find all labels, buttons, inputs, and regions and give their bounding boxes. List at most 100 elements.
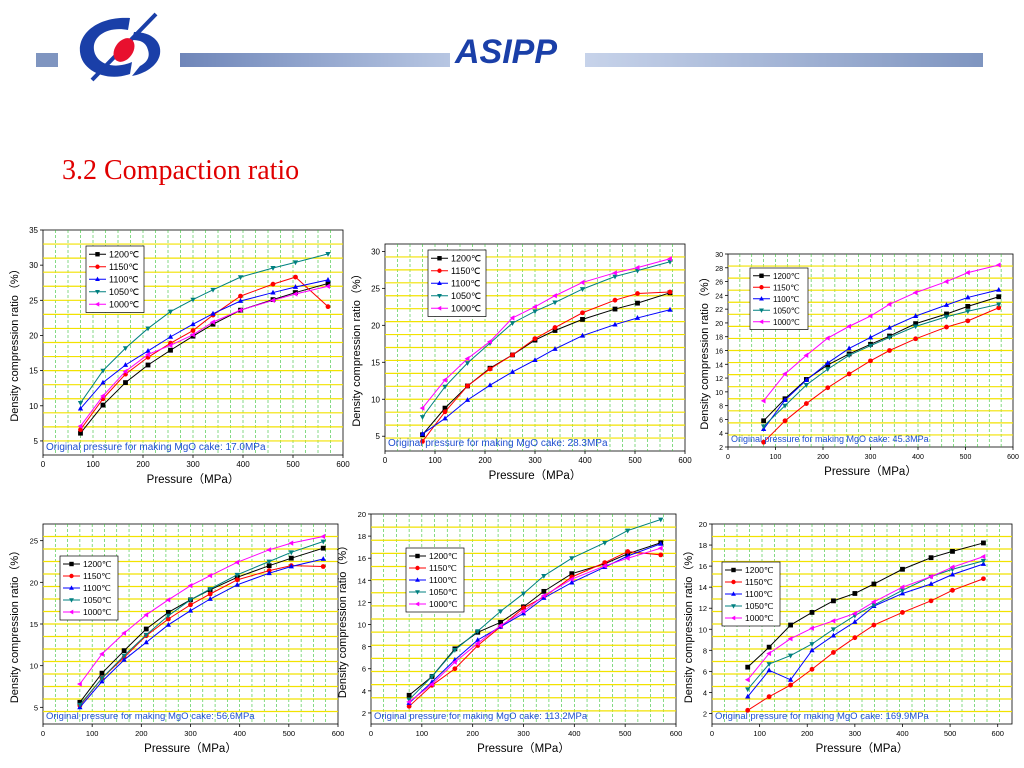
data-point bbox=[270, 297, 275, 303]
y-tick-label: 25 bbox=[29, 296, 38, 305]
series-4 bbox=[406, 517, 664, 703]
data-point bbox=[320, 545, 326, 551]
data-point bbox=[464, 397, 471, 402]
data-point bbox=[830, 627, 837, 633]
legend-marker bbox=[68, 609, 74, 615]
legend-marker bbox=[759, 285, 764, 290]
x-tick-label: 0 bbox=[383, 456, 388, 465]
data-point bbox=[612, 306, 618, 312]
legend: 1200℃ 1150℃ 1100℃ 1050℃ 1000℃ bbox=[59, 555, 119, 621]
y-tick-label: 4 bbox=[362, 687, 366, 696]
data-point bbox=[100, 393, 105, 399]
data-point bbox=[943, 302, 950, 307]
data-point bbox=[949, 571, 956, 577]
legend-label: 1150℃ bbox=[451, 266, 480, 276]
legend-marker bbox=[437, 256, 442, 261]
y-tick-label: 2 bbox=[362, 709, 366, 718]
data-point bbox=[121, 656, 127, 662]
data-point bbox=[121, 630, 127, 636]
annotation: Original pressure for making MgO cake: 1… bbox=[46, 442, 266, 453]
x-tick-label: 200 bbox=[478, 456, 492, 465]
data-point bbox=[831, 598, 836, 604]
data-point bbox=[100, 368, 106, 374]
data-point bbox=[886, 324, 893, 330]
data-point bbox=[851, 610, 857, 617]
data-point bbox=[165, 616, 171, 622]
series-4 bbox=[419, 259, 673, 420]
data-point bbox=[981, 576, 986, 582]
data-point bbox=[210, 319, 215, 325]
data-point bbox=[965, 318, 971, 324]
data-point bbox=[464, 355, 470, 362]
data-point bbox=[830, 632, 837, 638]
legend-label: 1200℃ bbox=[109, 249, 139, 259]
y-tick-label: 18 bbox=[358, 532, 366, 541]
data-point bbox=[541, 573, 547, 579]
data-point bbox=[761, 418, 767, 424]
data-point bbox=[475, 629, 481, 635]
data-point bbox=[624, 555, 630, 561]
annotation: Original pressure for making MgO cake: 1… bbox=[374, 711, 588, 722]
data-point bbox=[788, 622, 793, 628]
data-point bbox=[871, 603, 877, 608]
data-point bbox=[944, 311, 949, 317]
data-point bbox=[745, 687, 751, 693]
legend-label: 1200℃ bbox=[451, 253, 481, 263]
legend-marker bbox=[95, 289, 100, 295]
data-point bbox=[143, 632, 149, 638]
data-point bbox=[900, 566, 905, 572]
data-point bbox=[612, 270, 617, 276]
legend-marker bbox=[95, 276, 100, 282]
x-tick-label: 600 bbox=[670, 729, 683, 738]
data-point bbox=[928, 581, 934, 586]
data-point bbox=[541, 588, 547, 594]
data-point bbox=[78, 427, 83, 433]
grid bbox=[371, 514, 676, 724]
data-point bbox=[634, 315, 641, 320]
data-point bbox=[996, 286, 1002, 292]
x-tick-label: 200 bbox=[466, 729, 479, 738]
x-tick-label: 500 bbox=[283, 729, 296, 738]
data-point bbox=[867, 313, 873, 319]
data-point bbox=[145, 351, 150, 358]
series-5 bbox=[77, 283, 330, 429]
legend: 1200℃ 1150℃ 1100℃ 1050℃ 1000℃ bbox=[721, 561, 781, 627]
y-tick-label: 5 bbox=[34, 437, 39, 446]
data-point bbox=[464, 361, 471, 366]
data-point bbox=[165, 613, 172, 619]
data-point bbox=[760, 424, 767, 430]
series-5 bbox=[76, 533, 326, 687]
data-point bbox=[996, 294, 1002, 300]
y-axis-label: Density compression ratio（%） bbox=[336, 540, 349, 698]
legend: 1200℃ 1150℃ 1100℃ 1050℃ 1000℃ bbox=[749, 267, 809, 330]
y-tick-label: 20 bbox=[371, 321, 380, 330]
legend-marker bbox=[69, 585, 74, 590]
chart-panel-2: 0 100 200 300 400 500 600 5 10 15 20 25 30 Pressure（M… bbox=[350, 243, 692, 482]
data-point bbox=[887, 348, 892, 353]
y-tick-label: 30 bbox=[371, 247, 380, 256]
data-point bbox=[419, 405, 425, 411]
series-5 bbox=[406, 545, 663, 705]
x-tick-label: 200 bbox=[135, 729, 148, 738]
data-point bbox=[846, 323, 852, 330]
x-tick-label: 0 bbox=[726, 454, 730, 461]
data-point bbox=[509, 315, 515, 321]
data-point bbox=[451, 659, 457, 665]
data-point bbox=[497, 622, 503, 629]
y-tick-label: 30 bbox=[29, 261, 38, 270]
data-point bbox=[292, 291, 298, 297]
data-point bbox=[429, 674, 435, 680]
data-point bbox=[569, 571, 575, 577]
x-tick-label: 100 bbox=[770, 454, 782, 461]
legend-marker bbox=[437, 280, 442, 286]
data-point bbox=[520, 591, 527, 597]
data-point bbox=[996, 305, 1002, 311]
data-point bbox=[237, 307, 243, 313]
data-point bbox=[658, 517, 664, 523]
y-tick-label: 5 bbox=[34, 703, 38, 712]
y-tick-label: 8 bbox=[719, 404, 723, 411]
data-point bbox=[520, 608, 526, 614]
data-point bbox=[981, 540, 986, 546]
legend-label: 1200℃ bbox=[745, 565, 774, 575]
y-tick-label: 25 bbox=[371, 284, 380, 293]
